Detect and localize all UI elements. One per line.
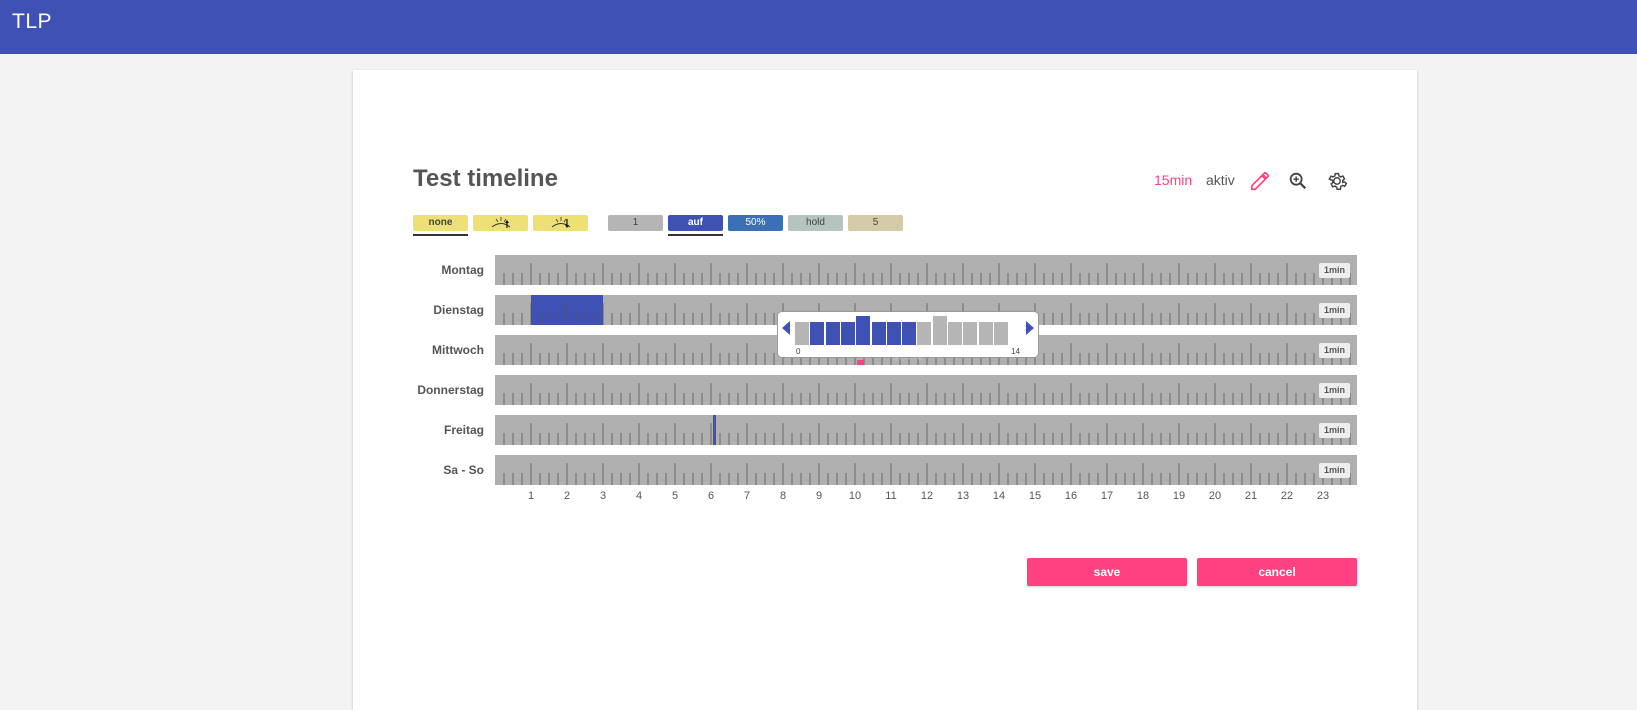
detail-bar[interactable] [856,316,871,345]
detail-bar[interactable] [978,322,993,345]
action-hold-chip[interactable]: hold [788,215,843,231]
hour-label: 8 [779,490,787,502]
day-label: Donnerstag [417,383,484,397]
sunrise-icon [473,216,528,229]
detail-bar[interactable] [840,322,855,345]
detail-bar[interactable] [993,322,1008,345]
tick-marks [503,383,1351,405]
action-1-chip[interactable]: 1 [608,215,663,231]
resolution-badge[interactable]: 1min [1318,463,1350,478]
resolution-badge[interactable]: 1min [1318,343,1350,358]
hour-label: 5 [671,490,679,502]
range-start-label: 0 [796,347,801,356]
interval-label[interactable]: 15min [1154,172,1193,188]
page-title: Test timeline [413,165,558,192]
day-label: Dienstag [433,303,484,317]
next-arrow-icon[interactable] [1026,321,1034,340]
cancel-button[interactable]: cancel [1197,558,1357,586]
save-button[interactable]: save [1027,558,1187,586]
resolution-badge[interactable]: 1min [1318,383,1350,398]
action-1-label: 1 [632,217,639,228]
day-label: Freitag [443,423,484,437]
hour-label: 13 [956,490,970,502]
detail-bar[interactable] [886,322,901,345]
detail-bar[interactable] [795,322,809,345]
hour-label: 2 [563,490,571,502]
pencil-icon[interactable] [1249,170,1271,192]
detail-bar[interactable] [871,322,886,345]
mode-none-label: none [428,217,453,228]
day-track[interactable]: 1min [495,455,1357,485]
resolution-badge[interactable]: 1min [1318,423,1350,438]
day-track[interactable]: 1min [495,255,1357,285]
zoom-in-icon[interactable] [1287,170,1309,192]
action-50-chip[interactable]: 50% [728,215,783,231]
action-5-label: 5 [872,217,879,228]
detail-bar[interactable] [932,316,947,345]
mode-none-chip[interactable]: none [413,215,468,236]
hour-label: 3 [599,490,607,502]
mode-sunrise-chip[interactable] [473,215,528,231]
mode-sunset-chip[interactable] [533,215,588,231]
prev-arrow-icon[interactable] [782,321,790,340]
day-track[interactable]: 1min [495,415,1357,445]
schedule-block[interactable] [712,415,717,445]
detail-bar[interactable] [917,322,932,345]
hour-label: 15 [1028,490,1042,502]
action-auf-label: auf [688,217,703,228]
hour-label: 7 [743,490,751,502]
app-title: TLP [12,10,53,33]
action-50-label: 50% [745,217,766,228]
hour-axis: 1 2 3 4 5 6 7 8 9 10 11 12 13 14 15 16 17 18 19 20 21 22 23 [495,490,1357,506]
detail-bar[interactable] [825,322,840,345]
action-5-chip[interactable]: 5 [848,215,903,231]
hour-label: 21 [1244,490,1258,502]
resize-arrow-icon[interactable] [893,349,923,367]
hour-label: 1 [527,490,535,502]
hour-label: 16 [1064,490,1078,502]
hour-label: 18 [1136,490,1150,502]
hour-label: 20 [1208,490,1222,502]
resolution-badge[interactable]: 1min [1318,303,1350,318]
hour-label: 17 [1100,490,1114,502]
day-label: Sa - So [443,463,484,477]
detail-bar[interactable] [963,322,978,345]
hour-label: 12 [920,490,934,502]
detail-bar[interactable] [810,322,825,345]
range-end-label: 14 [1011,347,1020,356]
tick-marks [503,463,1351,485]
hour-label: 6 [707,490,715,502]
detail-bar[interactable] [902,322,917,345]
tick-marks [503,263,1351,285]
app-bar: TLP [0,0,1637,54]
resolution-badge[interactable]: 1min [1318,263,1350,278]
day-label: Montag [441,263,484,277]
status-label[interactable]: aktiv [1206,172,1235,188]
action-auf-chip[interactable]: auf [668,215,723,236]
day-label: Mittwoch [432,343,484,357]
tick-marks [503,343,1351,365]
hour-label: 14 [992,490,1006,502]
hour-label: 10 [848,490,862,502]
hour-label: 9 [815,490,823,502]
hour-label: 4 [635,490,643,502]
hour-label: 11 [885,490,897,502]
hour-label: 23 [1316,490,1330,502]
current-time-marker [857,360,864,365]
day-track[interactable]: 1min [495,375,1357,405]
tick-marks [503,423,1351,445]
detail-bar[interactable] [948,322,962,345]
action-hold-label: hold [806,217,825,228]
hour-label: 22 [1280,490,1294,502]
detail-popup: 0 14 [777,311,1039,362]
sunset-icon [533,216,588,229]
hour-label: 19 [1172,490,1186,502]
gear-icon[interactable] [1326,170,1348,192]
